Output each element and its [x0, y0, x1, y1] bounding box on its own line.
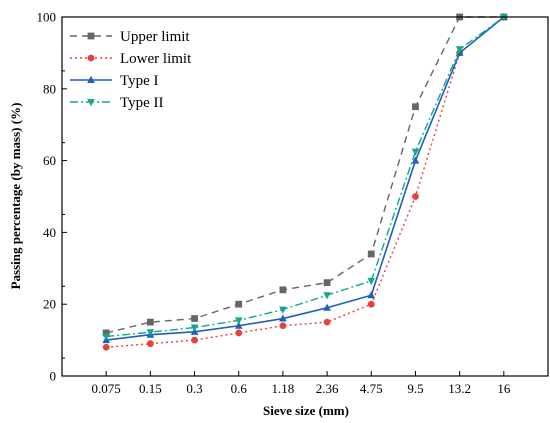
axes-layer: 0 20 40 60 80 100 0.075 0.15 0.3 0.6 1.18 2.36 4.75 9…	[37, 10, 549, 396]
x-tick-label: 16	[497, 381, 511, 396]
legend-label-type-ii: Type II	[120, 95, 164, 111]
x-tick-label: 4.75	[360, 381, 383, 396]
data-point-lower-limit	[367, 300, 375, 308]
x-tick-label: 0.6	[231, 381, 248, 396]
data-point-type-ii	[102, 333, 110, 341]
series-layer	[102, 12, 508, 351]
data-point-type-i	[234, 321, 243, 329]
data-point-type-ii	[146, 329, 155, 337]
x-tick-label: 0.075	[92, 381, 121, 396]
legend-label-lower-limit: Lower limit	[120, 51, 192, 67]
data-point-upper-limit	[146, 318, 154, 326]
series-line-type-ii	[106, 16, 505, 338]
legend: Upper limit Lower limit Type I Type II	[70, 29, 192, 111]
data-point-upper-limit	[323, 279, 331, 287]
plot-frame	[61, 16, 549, 377]
legend-marker-type-i	[87, 75, 95, 83]
x-tick-label: 13.2	[448, 381, 471, 396]
x-tick-label: 0.3	[186, 381, 202, 396]
legend-entry-type-ii: Type II	[70, 95, 164, 111]
data-point-upper-limit	[412, 103, 419, 111]
data-point-lower-limit	[191, 336, 198, 344]
data-point-type-ii	[190, 324, 199, 332]
data-point-upper-limit	[235, 300, 243, 308]
data-point-lower-limit	[279, 322, 287, 330]
data-point-type-i	[279, 314, 287, 322]
data-point-lower-limit	[412, 193, 419, 200]
legend-entry-lower-limit: Lower limit	[70, 51, 192, 67]
legend-label-type-i: Type I	[120, 73, 159, 89]
y-tick-label: 0	[50, 369, 57, 384]
x-axis-title: Sieve size (mm)	[263, 403, 349, 418]
y-tick-label: 100	[37, 10, 57, 25]
legend-marker-upper-limit	[87, 32, 95, 40]
data-point-lower-limit	[323, 318, 331, 326]
series-type-ii	[102, 14, 508, 341]
legend-entry-upper-limit: Upper limit	[70, 29, 190, 45]
data-point-type-ii	[279, 306, 287, 314]
data-point-type-i	[411, 156, 420, 164]
legend-marker-type-ii	[87, 99, 95, 107]
data-point-type-ii	[367, 277, 376, 286]
data-point-type-ii	[411, 148, 420, 156]
y-tick-label: 80	[43, 81, 56, 96]
data-point-upper-limit	[191, 315, 198, 322]
data-point-upper-limit	[279, 286, 287, 294]
x-tick-label: 2.36	[316, 381, 339, 396]
data-point-type-i	[323, 303, 331, 311]
series-line-type-i	[106, 16, 505, 341]
series-line-upper-limit	[106, 16, 504, 334]
data-point-type-i	[367, 291, 376, 299]
legend-entry-type-i: Type I	[70, 73, 159, 89]
data-point-upper-limit	[102, 329, 110, 337]
x-tick-label: 1.18	[272, 381, 295, 396]
data-point-upper-limit	[367, 250, 375, 258]
y-tick-label: 60	[43, 153, 56, 168]
legend-label-upper-limit: Upper limit	[120, 29, 190, 45]
series-line-lower-limit	[106, 16, 505, 348]
x-tick-label: 0.15	[139, 381, 162, 396]
y-axis-title: Passing percentage (by mass) (%)	[8, 103, 23, 290]
data-point-type-ii	[455, 46, 464, 54]
data-point-lower-limit	[102, 343, 110, 351]
data-point-type-ii	[234, 317, 243, 325]
y-tick-label: 20	[43, 297, 56, 312]
x-tick-label: 9.5	[407, 381, 423, 396]
data-point-type-ii	[323, 292, 331, 300]
y-tick-label: 40	[43, 225, 56, 240]
data-point-lower-limit	[235, 329, 243, 337]
legend-marker-lower-limit	[87, 54, 95, 62]
data-point-lower-limit	[146, 340, 154, 348]
